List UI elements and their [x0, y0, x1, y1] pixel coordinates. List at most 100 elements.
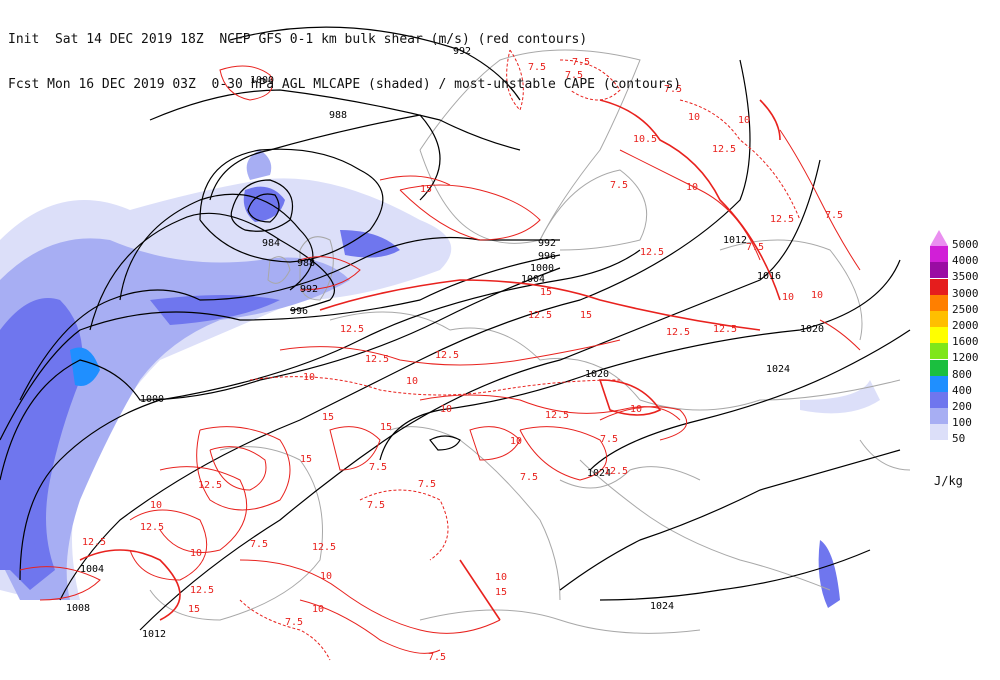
shear-label: 15 [380, 422, 392, 433]
shear-label: 7.5 [600, 434, 618, 445]
isobar-label: 1012 [723, 235, 747, 246]
isobar-label: 988 [297, 258, 315, 269]
isobar-label: 1024 [766, 364, 790, 375]
shear-label: 10 [686, 182, 698, 193]
shear-label: 7.5 [664, 84, 682, 95]
legend-level: 1200 [930, 343, 1000, 364]
shear-label: 10 [303, 372, 315, 383]
isobar-label: 1016 [757, 271, 781, 282]
shear-label: 7.5 [418, 479, 436, 490]
legend-swatch [930, 408, 948, 425]
legend-swatch [930, 311, 948, 327]
shear-label: 10 [190, 548, 202, 559]
legend-label: 1600 [952, 335, 979, 349]
shear-label: 10 [440, 404, 452, 415]
isobar-label: 1000 [250, 75, 274, 86]
shear-label: 10 [406, 376, 418, 387]
isobar-labels: 992 1000 988 984 988 992 996 992 996 100… [66, 46, 824, 640]
shear-label: 15 [580, 310, 592, 321]
shear-label: 7.5 [520, 472, 538, 483]
shear-labels: 7.5 7.5 7.5 7.5 7.5 10 10 10.5 12.5 12.5… [82, 57, 843, 663]
legend-swatch [930, 246, 948, 263]
isobar-label: 1024 [650, 601, 674, 612]
shear-label: 7.5 [428, 652, 446, 663]
shear-label: 10 [495, 572, 507, 583]
legend-label: 50 [952, 432, 966, 446]
header-init-line: Init Sat 14 DEC 2019 18Z NCEP GFS 0-1 km… [8, 32, 588, 47]
legend-swatch [930, 230, 948, 246]
shear-label: 12.5 [365, 354, 389, 365]
legend-level: 50 [930, 424, 1000, 445]
legend-swatch [930, 262, 948, 279]
legend-label: 400 [952, 383, 972, 397]
legend-label: 5000 [952, 238, 979, 251]
legend-level: 800 [930, 359, 1000, 381]
shear-label: 12.5 [340, 324, 364, 335]
legend-level: 2000 [930, 311, 1000, 332]
legend-label: 1200 [952, 351, 979, 365]
shear-label: 12.5 [82, 537, 106, 548]
legend-level: 5000 [930, 230, 1000, 251]
shear-label: 7.5 [610, 180, 628, 191]
shear-label: 10 [630, 404, 642, 415]
shear-label: 10 [688, 112, 700, 123]
legend-level: 1600 [930, 327, 1000, 348]
isobar-label: 988 [329, 110, 347, 121]
shear-label: 12.5 [140, 522, 164, 533]
legend-level: 2500 [930, 294, 1000, 316]
shear-label: 7.5 [565, 70, 583, 81]
shear-label: 10 [738, 115, 750, 126]
shear-label: 15 [322, 412, 334, 423]
legend-label: 100 [952, 416, 972, 430]
shear-label: 7.5 [285, 617, 303, 628]
shear-label: 15 [188, 604, 200, 615]
header-forecast-line: Fcst Mon 16 DEC 2019 03Z 0-30 hPa AGL ML… [8, 77, 682, 92]
shear-label: 15 [495, 587, 507, 598]
map-header: Init Sat 14 DEC 2019 18Z NCEP GFS 0-1 km… [8, 2, 681, 107]
shear-label: 12.5 [604, 466, 628, 477]
legend-swatch [930, 375, 948, 392]
shear-label: 10 [811, 290, 823, 301]
isobar-label: 996 [538, 251, 556, 262]
legend-level: 200 [930, 392, 1000, 413]
shear-label: 12.5 [528, 310, 552, 321]
shear-label: 7.5 [250, 539, 268, 550]
shear-label: 15 [300, 454, 312, 465]
shear-label: 12.5 [713, 324, 737, 335]
isobar-label: 1012 [142, 629, 166, 640]
isobar-label: 1024 [587, 468, 611, 479]
legend-swatch [930, 278, 948, 295]
shear-label: 12.5 [640, 247, 664, 258]
isobar-label: 992 [453, 46, 471, 57]
legend-label: 4000 [952, 254, 979, 268]
isobar-label: 1008 [66, 603, 90, 614]
isobar-label: 1000 [140, 394, 164, 405]
isobar-label: 996 [290, 306, 308, 317]
legend-swatch [930, 343, 948, 360]
shear-label: 10 [510, 436, 522, 447]
isobar-label: 1000 [530, 263, 554, 274]
shear-label: 7.5 [367, 500, 385, 511]
legend-swatch [930, 392, 948, 408]
shear-label: 7.5 [746, 242, 764, 253]
legend-label: 200 [952, 400, 972, 413]
shear-label: 12.5 [198, 480, 222, 491]
shear-label: 10 [312, 604, 324, 615]
legend-swatch [930, 424, 948, 441]
isobar-label: 1004 [80, 564, 104, 575]
legend-level: 400 [930, 375, 1000, 397]
shear-label: 12.5 [712, 144, 736, 155]
isobar-label: 984 [262, 238, 280, 249]
legend-label: 2500 [952, 302, 979, 316]
shear-contours [19, 49, 861, 661]
shear-label: 7.5 [369, 462, 387, 473]
shear-label: 10 [320, 571, 332, 582]
shear-label: 10 [150, 500, 162, 511]
legend-swatch [930, 359, 948, 376]
legend-label: 3500 [952, 270, 979, 284]
legend-level: 4000 [930, 246, 1000, 267]
shear-label: 15 [420, 184, 432, 195]
shear-label: 7.5 [572, 57, 590, 68]
legend-level: 3000 [930, 278, 1000, 300]
shear-label: 10 [782, 292, 794, 303]
